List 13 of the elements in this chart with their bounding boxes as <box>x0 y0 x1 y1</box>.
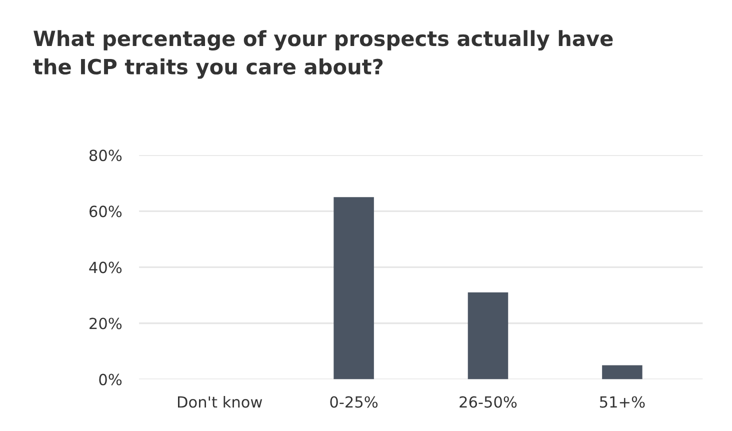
x-tick-label: 0-25% <box>330 396 378 408</box>
x-tick-label: 51+% <box>600 396 645 408</box>
y-tick-label: 20% <box>90 318 122 330</box>
bar <box>468 292 508 380</box>
x-tick-label: 26-50% <box>460 396 517 408</box>
bar <box>334 197 374 380</box>
y-tick-label: 40% <box>89 262 122 274</box>
x-tick-label: Don't know <box>178 396 262 408</box>
bar <box>602 365 642 380</box>
y-tick-label: 80% <box>89 150 122 162</box>
y-tick-label: 60% <box>90 206 122 218</box>
y-tick-label: 0% <box>99 374 122 386</box>
chart-title: What percentage of your prospects actually have the ICP traits you care about? <box>33 30 613 79</box>
